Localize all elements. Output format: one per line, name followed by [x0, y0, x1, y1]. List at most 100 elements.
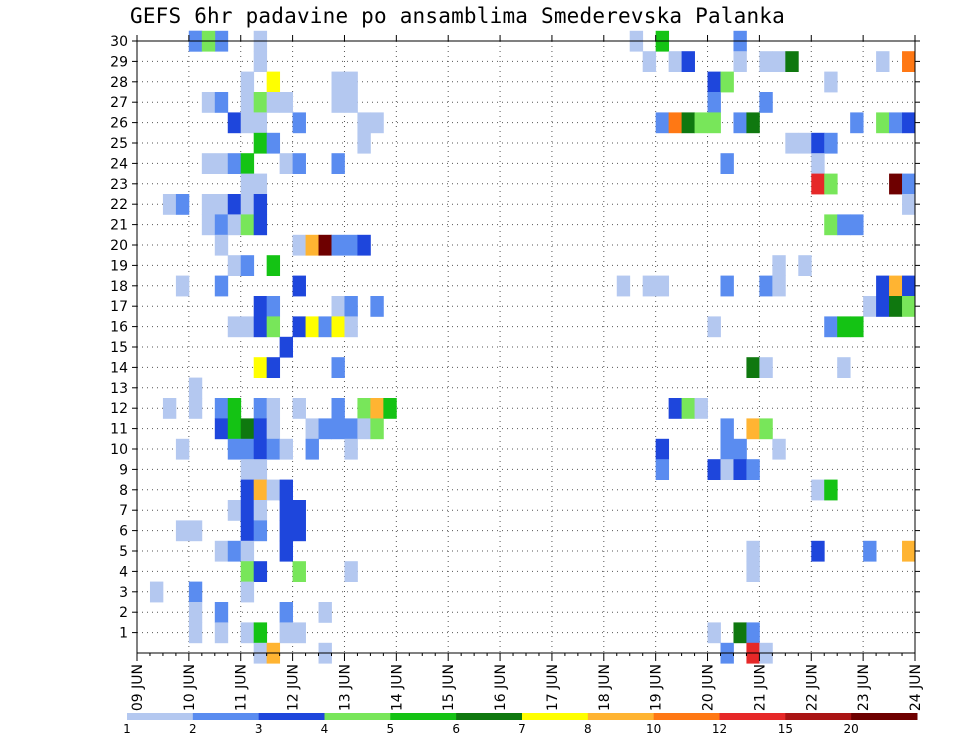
- y-tick-label: 9: [119, 462, 128, 478]
- legend-label: 1: [123, 722, 131, 736]
- heatmap-cell: [344, 316, 358, 338]
- heatmap-cell: [279, 602, 293, 623]
- heatmap-cell: [266, 92, 281, 113]
- heatmap-cell: [227, 194, 242, 215]
- legend-label: 8: [584, 722, 592, 736]
- x-tick-label: 18 JUN: [597, 664, 613, 711]
- heatmap-cell: [863, 540, 877, 562]
- heatmap-cell: [344, 71, 358, 93]
- heatmap-cell: [253, 357, 268, 378]
- heatmap-cell: [785, 132, 799, 154]
- heatmap-cell: [331, 418, 345, 440]
- legend-label: 2: [189, 722, 197, 736]
- heatmap-cell: [214, 540, 229, 562]
- heatmap-cell: [759, 418, 773, 440]
- heatmap-cell: [305, 438, 319, 460]
- legend-label: 20: [844, 722, 859, 736]
- heatmap-cell: [655, 459, 670, 480]
- legend: 1 2 3 4 5 6 7 8 10 12 15 20: [123, 713, 918, 736]
- heatmap-cell: [188, 581, 203, 603]
- heatmap-cell: [175, 520, 190, 542]
- heatmap-cell: [240, 418, 255, 440]
- heatmap-cell: [902, 275, 916, 297]
- legend-swatch: [522, 713, 589, 720]
- heatmap-cell: [266, 418, 281, 440]
- heatmap-cell: [240, 71, 255, 93]
- heatmap-cell: [227, 398, 242, 419]
- heatmap-cell: [759, 92, 773, 113]
- heatmap-cell: [902, 51, 916, 72]
- heatmap-cell: [162, 398, 177, 419]
- heatmap-cell: [720, 459, 734, 480]
- heatmap-cell: [188, 398, 203, 419]
- heatmap-cell: [720, 71, 734, 93]
- heatmap-cell: [240, 520, 255, 542]
- chart-title: GEFS 6hr padavine po ansamblima Smederev…: [130, 4, 785, 28]
- y-tick-label: 12: [110, 401, 128, 417]
- heatmap-cell: [902, 112, 916, 134]
- heatmap-cell: [642, 275, 657, 297]
- legend-label: 5: [387, 722, 395, 736]
- cells-group: [149, 30, 916, 664]
- heatmap-cell: [240, 622, 255, 644]
- y-tick-label: 24: [110, 156, 128, 172]
- y-tick-label: 5: [119, 544, 128, 560]
- heatmap-cell: [279, 479, 293, 501]
- heatmap-cell: [266, 132, 281, 154]
- y-tick-label: 21: [110, 218, 128, 234]
- heatmap-cell: [253, 296, 268, 317]
- heatmap-cell: [292, 520, 306, 542]
- heatmap-cell: [227, 418, 242, 440]
- legend-label: 12: [712, 722, 727, 736]
- heatmap-cell: [188, 602, 203, 623]
- heatmap-cell: [240, 194, 255, 215]
- y-tick-label: 11: [110, 422, 128, 438]
- heatmap-cell: [746, 540, 760, 562]
- heatmap-cell: [889, 173, 903, 195]
- heatmap-cell: [266, 438, 281, 460]
- heatmap-cell: [759, 357, 773, 378]
- heatmap-cell: [240, 255, 255, 276]
- heatmap-cell: [344, 418, 358, 440]
- heatmap-cell: [318, 602, 332, 623]
- y-tick-label: 2: [119, 605, 128, 621]
- heatmap-cell: [837, 357, 851, 378]
- heatmap-cell: [240, 92, 255, 113]
- y-tick-label: 7: [119, 503, 128, 519]
- heatmap-cell: [227, 500, 242, 521]
- y-tick-label: 16: [110, 320, 128, 336]
- heatmap-cell: [357, 234, 371, 256]
- heatmap-cell: [850, 214, 864, 236]
- heatmap-cell: [733, 438, 747, 460]
- legend-swatch: [456, 713, 523, 720]
- y-tick-label: 8: [119, 483, 128, 499]
- heatmap-cell: [811, 132, 825, 154]
- heatmap-cell: [370, 112, 384, 134]
- y-tick-label: 10: [110, 442, 128, 458]
- heatmap-cell: [824, 132, 838, 154]
- heatmap-cell: [266, 296, 281, 317]
- heatmap-cell: [344, 234, 358, 256]
- heatmap-cell: [668, 112, 682, 134]
- heatmap-cell: [746, 418, 760, 440]
- heatmap-cell: [331, 296, 345, 317]
- heatmap-cell: [214, 398, 229, 419]
- heatmap-cell: [240, 438, 255, 460]
- heatmap-cell: [318, 234, 332, 256]
- heatmap-cell: [798, 132, 812, 154]
- heatmap-cell: [331, 357, 345, 378]
- heatmap-cell: [292, 561, 306, 582]
- heatmap-cell: [266, 479, 281, 501]
- y-tick-label: 25: [110, 136, 128, 152]
- y-tick-label: 6: [119, 524, 128, 540]
- heatmap-cell: [240, 561, 255, 582]
- y-tick-label: 19: [110, 258, 128, 274]
- heatmap-cell: [292, 275, 306, 297]
- legend-swatch: [587, 713, 655, 720]
- y-tick-label: 15: [110, 340, 128, 356]
- y-tick-label: 17: [110, 299, 128, 315]
- heatmap-cell: [811, 173, 825, 195]
- x-tick-label: 13 JUN: [337, 664, 353, 711]
- heatmap-cell: [279, 153, 293, 174]
- x-tick-label: 09 JUN: [130, 664, 146, 711]
